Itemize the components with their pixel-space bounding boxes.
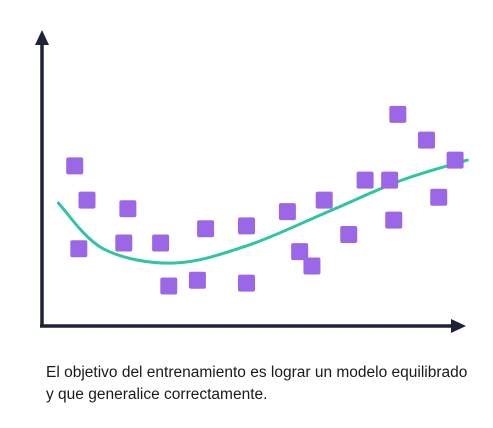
data-point — [238, 274, 255, 292]
data-point — [78, 191, 96, 209]
data-point — [381, 171, 399, 189]
data-point — [160, 277, 178, 295]
data-point — [356, 171, 374, 189]
fit-line — [56, 158, 469, 265]
data-point — [430, 188, 448, 206]
data-point — [197, 220, 215, 238]
data-point — [446, 151, 464, 169]
data-point — [152, 234, 170, 252]
data-point — [115, 234, 133, 252]
data-point — [188, 271, 206, 289]
data-point — [340, 225, 358, 243]
chart — [35, 30, 469, 333]
data-point — [66, 157, 84, 175]
data-point — [389, 105, 407, 123]
data-point — [238, 217, 255, 235]
y-axis-arrow-icon — [35, 30, 49, 45]
data-point — [315, 191, 333, 209]
data-point — [417, 131, 435, 149]
x-axis-arrow-icon — [451, 319, 466, 333]
data-point — [70, 240, 88, 258]
data-point — [278, 203, 296, 221]
data-point — [303, 257, 321, 275]
caption: El objetivo del entrenamiento es lograr … — [46, 364, 468, 403]
data-point — [119, 200, 137, 218]
data-point — [385, 211, 403, 229]
data-point — [291, 243, 309, 261]
